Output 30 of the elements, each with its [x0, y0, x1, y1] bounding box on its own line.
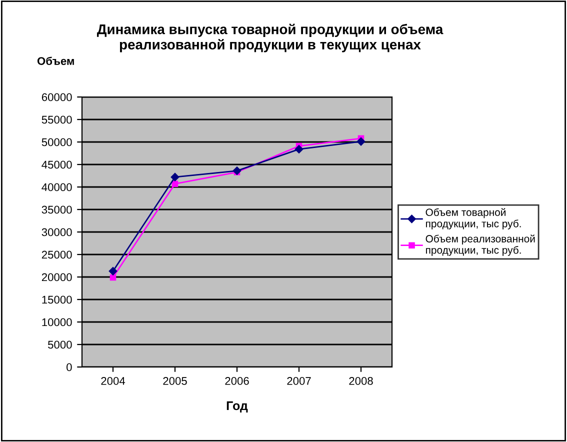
y-tick-label: 55000 [42, 116, 72, 124]
point [110, 274, 116, 281]
point [294, 145, 304, 154]
y-tick-label: 40000 [42, 183, 72, 192]
y-tick-label: 10000 [42, 318, 72, 326]
y-tick-label: 15000 [42, 296, 72, 304]
x-axis-title: Год [226, 401, 248, 413]
y-tick-label: 20000 [42, 273, 72, 282]
chart-title: Динамика выпуска товарной продукции и объема реализованной продукции в текущих ценах [96, 24, 444, 52]
y-tick-label: 45000 [42, 160, 72, 169]
x-tick-label: 2006 [225, 377, 249, 385]
y-tick-label: 50000 [42, 138, 72, 146]
y-tick-label: 5000 [48, 340, 72, 349]
y-axis-title: Объем [37, 56, 74, 65]
x-tick-label: 2008 [349, 377, 373, 385]
x-tick-label: 2007 [287, 377, 311, 385]
y-tick-label: 25000 [42, 250, 72, 259]
point [356, 137, 366, 146]
point [232, 166, 242, 175]
point [172, 180, 178, 187]
y-tick-label: 60000 [42, 93, 72, 102]
point [108, 267, 118, 276]
x-tick-label: 2004 [101, 377, 126, 385]
point [170, 172, 180, 182]
legend-label: Объем товарной продукции, тыс руб. [426, 208, 521, 230]
y-tick-label: 35000 [42, 206, 72, 214]
x-tick-label: 2005 [163, 377, 187, 385]
legend-label: Объем реализованной продукции, тыс руб. [426, 234, 535, 256]
y-tick-label: 30000 [42, 228, 72, 236]
y-tick-label: 0 [66, 363, 72, 372]
